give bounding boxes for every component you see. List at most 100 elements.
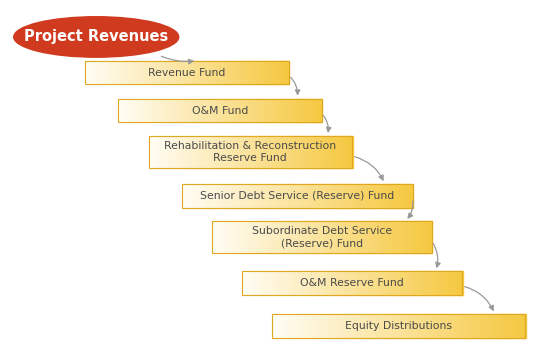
Bar: [228, 184, 230, 208]
Bar: [298, 314, 300, 338]
Bar: [301, 271, 303, 295]
Bar: [329, 184, 332, 208]
Bar: [265, 184, 267, 208]
Bar: [332, 271, 334, 295]
Bar: [318, 136, 320, 168]
Bar: [109, 61, 111, 84]
Bar: [212, 99, 214, 122]
Bar: [311, 99, 314, 122]
Bar: [348, 221, 350, 253]
Bar: [403, 221, 405, 253]
Bar: [191, 99, 194, 122]
Bar: [383, 271, 386, 295]
Bar: [328, 184, 330, 208]
Bar: [175, 61, 177, 84]
Bar: [267, 136, 270, 168]
Bar: [197, 61, 200, 84]
Bar: [234, 221, 236, 253]
Bar: [268, 271, 270, 295]
Bar: [269, 99, 271, 122]
Bar: [183, 99, 185, 122]
Bar: [87, 61, 89, 84]
Bar: [276, 184, 278, 208]
Bar: [496, 314, 498, 338]
Bar: [263, 221, 266, 253]
Bar: [150, 61, 152, 84]
Bar: [249, 271, 252, 295]
Bar: [379, 271, 382, 295]
Bar: [418, 271, 420, 295]
Bar: [212, 221, 432, 253]
Bar: [90, 61, 92, 84]
Bar: [256, 184, 259, 208]
Bar: [403, 184, 405, 208]
Bar: [96, 61, 98, 84]
Bar: [340, 314, 342, 338]
Bar: [369, 314, 372, 338]
Bar: [277, 61, 279, 84]
Bar: [262, 271, 265, 295]
Bar: [182, 61, 184, 84]
Bar: [449, 271, 452, 295]
Bar: [312, 314, 315, 338]
Bar: [159, 99, 161, 122]
Bar: [245, 136, 248, 168]
Bar: [298, 136, 300, 168]
Bar: [342, 314, 344, 338]
Bar: [205, 99, 207, 122]
Bar: [361, 271, 364, 295]
Text: Project Revenues: Project Revenues: [24, 30, 168, 44]
Bar: [312, 184, 315, 208]
Bar: [300, 99, 302, 122]
Bar: [267, 61, 269, 84]
Bar: [289, 99, 292, 122]
Bar: [266, 184, 269, 208]
Bar: [232, 99, 234, 122]
Bar: [274, 136, 276, 168]
Bar: [439, 314, 442, 338]
Bar: [323, 221, 326, 253]
Bar: [345, 184, 348, 208]
Bar: [220, 184, 222, 208]
Bar: [254, 99, 256, 122]
Bar: [449, 314, 452, 338]
Bar: [232, 136, 234, 168]
Bar: [222, 184, 224, 208]
Bar: [221, 221, 223, 253]
Bar: [258, 61, 261, 84]
Bar: [204, 61, 206, 84]
Bar: [94, 61, 96, 84]
Bar: [255, 271, 257, 295]
Bar: [316, 184, 318, 208]
Bar: [207, 184, 209, 208]
Bar: [356, 221, 359, 253]
Bar: [242, 271, 244, 295]
Bar: [274, 221, 277, 253]
Bar: [392, 184, 394, 208]
Bar: [257, 136, 259, 168]
Bar: [305, 184, 307, 208]
Bar: [304, 314, 306, 338]
Bar: [230, 221, 233, 253]
Bar: [393, 184, 395, 208]
Bar: [475, 314, 477, 338]
Bar: [203, 136, 205, 168]
Bar: [513, 314, 515, 338]
Bar: [320, 221, 322, 253]
Bar: [211, 136, 213, 168]
Bar: [310, 314, 313, 338]
Bar: [302, 184, 305, 208]
Bar: [255, 184, 257, 208]
Bar: [320, 99, 322, 122]
Bar: [358, 271, 360, 295]
Bar: [240, 61, 242, 84]
Bar: [345, 271, 347, 295]
Bar: [430, 314, 433, 338]
Bar: [410, 184, 413, 208]
Bar: [166, 136, 168, 168]
Bar: [403, 271, 406, 295]
Bar: [350, 271, 353, 295]
Bar: [343, 184, 345, 208]
Bar: [382, 221, 384, 253]
Bar: [311, 221, 313, 253]
